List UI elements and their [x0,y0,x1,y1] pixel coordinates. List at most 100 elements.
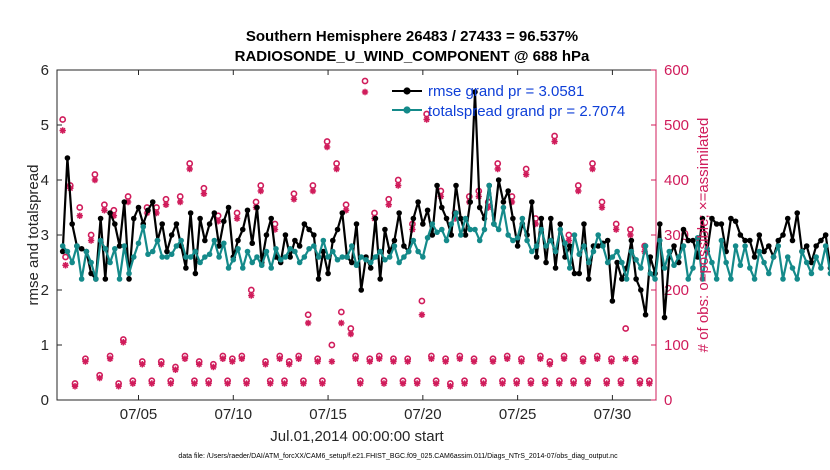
spread-point [320,237,327,244]
obs-assimilated-marker [636,380,644,387]
x-tick-label: 07/15 [309,406,347,423]
rmse-point [647,254,654,260]
rmse-point [348,259,355,266]
spread-point [604,259,611,266]
rmse-point [367,265,374,271]
obs-assimilated-marker [518,358,525,365]
spread-point [533,243,540,249]
spread-point [168,251,175,258]
obs-assimilated-marker [290,196,298,203]
obs-assimilated-marker [513,380,520,387]
spread-point [784,254,791,260]
obs-assimilated-marker [300,380,307,387]
obs-assimilated-marker [59,127,66,134]
spread-point [386,254,393,260]
rmse-point [728,215,734,222]
rmse-point [121,199,128,205]
rmse-point [571,270,578,277]
spread-point [576,251,583,258]
spread-point [590,248,597,255]
obs-assimilated-marker [191,380,198,387]
spread-point [671,262,677,269]
rmse-point [638,287,644,293]
spread-point [453,210,459,216]
spread-point [514,234,521,241]
x-axis: 07/05 07/10 07/15 07/20 07/25 07/30 [120,70,631,423]
rmse-point [192,270,199,277]
rmse-point [467,199,474,205]
obs-assimilated-marker [532,220,539,228]
spread-point [775,243,782,249]
obs-assimilated-marker [177,198,184,206]
obs-assimilated-marker [361,88,369,96]
spread-point [396,259,402,266]
spread-point [344,254,350,260]
y-left-tick-label: 1 [41,337,49,354]
obs-assimilated-marker [598,204,606,211]
spread-point [410,237,417,244]
obs-assimilated-marker [158,361,165,368]
obs-assimilated-marker [233,215,241,222]
rmse-point [619,276,625,282]
legend-spread-label: totalspread grand pr = 2.7074 [428,103,625,120]
spread-point [557,226,564,233]
obs-assimilated-marker [181,355,189,362]
rmse-point [358,287,365,293]
spread-point [296,259,303,266]
rmse-point [211,210,218,216]
spread-point [476,237,483,244]
spread-point [737,262,744,269]
chart-subtitle: RADIOSONDE_U_WIND_COMPONENT @ 688 hPa [235,48,590,65]
spread-point [363,256,369,263]
spread-point [803,259,810,266]
y-axis-left-label: rmse and totalspread [25,165,42,306]
spread-point [230,256,237,263]
spread-point [562,240,568,247]
rmse-point [330,237,336,244]
obs-assimilated-marker [71,383,79,390]
rmse-point [699,215,706,222]
rmse-point [529,199,535,205]
spread-point [130,254,137,260]
rmse-point [671,243,677,249]
obs-assimilated-marker [148,380,155,387]
spread-point [747,265,753,271]
spread-point [481,226,488,233]
rmse-point [353,221,360,227]
spread-point [552,248,559,255]
spread-point [467,226,474,233]
obs-assimilated-marker [162,201,170,208]
obs-assimilated-marker [76,212,83,219]
spread-point [206,251,213,258]
spread-point [429,221,436,227]
spread-point [135,240,142,247]
rmse-point [732,218,739,225]
rmse-point [775,237,782,244]
obs-assimilated-marker [499,380,506,387]
rmse-point [822,232,829,238]
rmse-point [443,215,450,222]
spread-point [121,243,128,249]
rmse-point [221,218,227,225]
obs-assimilated-marker [87,237,95,244]
obs-assimilated-marker [565,237,573,244]
legend-rmse-marker [403,87,411,95]
obs-assimilated-marker [380,380,388,387]
rmse-point [448,232,455,238]
obs-assimilated-marker [271,226,279,233]
obs-assimilated-marker [522,171,530,178]
spread-point [311,243,317,249]
obs-assimilated-marker [575,187,582,195]
spread-point [439,226,445,233]
obs-assimilated-marker [390,358,397,365]
obs-assimilated-marker [210,363,217,371]
obs-assimilated-marker [503,355,511,362]
obs-assimilated-marker [395,182,402,189]
obs-assimilated-marker [276,355,283,362]
rmse-point [713,221,720,227]
rmse-point [311,232,317,238]
rmse-point [88,270,94,277]
spread-point [339,254,346,260]
spread-point [732,243,739,249]
rmse-point [339,210,346,216]
